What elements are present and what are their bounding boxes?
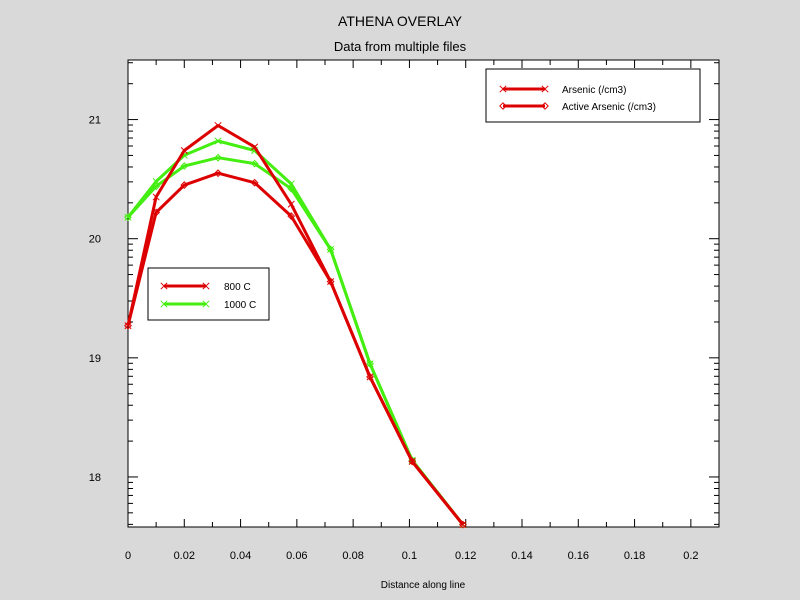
series-layer — [124, 121, 467, 529]
data-point-diamond — [180, 162, 189, 170]
y-tick-label: 20 — [89, 234, 101, 246]
data-point-x — [251, 143, 259, 151]
x-tick-label: 0.08 — [342, 550, 363, 562]
x-tick-label: 0.02 — [174, 550, 195, 562]
data-point-diamond — [214, 153, 222, 162]
series-line-group — [124, 169, 467, 529]
data-point-diamond — [541, 102, 549, 110]
data-point-diamond — [408, 457, 417, 466]
data-point-x — [202, 282, 210, 290]
data-point-x — [214, 121, 222, 130]
data-point-diamond — [124, 213, 132, 222]
y-tick-label: 21 — [89, 115, 101, 127]
data-point-x — [214, 137, 222, 145]
data-point-diamond — [250, 159, 259, 168]
data-point-x — [152, 193, 160, 201]
x-tick-label: 0.04 — [230, 550, 251, 562]
data-point-diamond — [250, 178, 259, 187]
data-point-diamond — [152, 182, 161, 191]
legend-temperature-label: 1000 C — [224, 300, 256, 311]
chart-title: ATHENA OVERLAY — [338, 13, 463, 29]
x-tick-label: 0.2 — [683, 550, 698, 562]
legend-quantity-label: Active Arsenic (/cm3) — [562, 102, 656, 113]
x-tick-label: 0.16 — [568, 550, 589, 562]
x-tick-label: 0.12 — [455, 550, 476, 562]
x-tick-label: 0.14 — [511, 550, 532, 562]
data-point-diamond — [326, 245, 335, 254]
chart-subtitle: Data from multiple files — [334, 39, 467, 54]
data-point-x — [499, 85, 507, 93]
data-point-diamond — [152, 208, 161, 217]
data-point-x — [160, 282, 168, 290]
x-tick-label: 0.06 — [286, 550, 307, 562]
data-point-diamond — [326, 277, 335, 286]
series-line — [126, 171, 465, 526]
data-point-x — [459, 521, 467, 529]
data-point-x — [160, 300, 168, 308]
x-tick-label: 0.1 — [402, 550, 417, 562]
axes: 0 0.02 0.04 0.06 0.08 0.1 0.12 0.14 0.16 0.18 0.2 1… — [89, 60, 720, 562]
legend-quantity-box — [485, 68, 701, 123]
data-point-x — [202, 300, 210, 308]
data-point-diamond — [124, 321, 132, 330]
data-point-x — [180, 146, 188, 155]
x-tick-label: 0.18 — [624, 550, 645, 562]
data-point-diamond — [287, 184, 296, 193]
data-point-diamond — [458, 520, 467, 529]
data-point-x — [541, 85, 549, 93]
data-point-diamond — [499, 102, 507, 110]
legends: Arsenic (/cm3) Active Arsenic (/cm3) 800 C… — [147, 68, 701, 321]
y-tick-label: 19 — [89, 353, 101, 365]
data-point-x — [152, 177, 160, 186]
data-point-diamond — [214, 169, 222, 178]
data-point-diamond — [180, 181, 189, 189]
y-tick-label: 18 — [89, 472, 101, 484]
data-point-diamond — [366, 359, 374, 368]
x-axis-label: Distance along line — [381, 580, 466, 591]
legend-temperature-box — [147, 267, 270, 321]
data-point-diamond — [287, 212, 296, 220]
legend-quantity-label: Arsenic (/cm3) — [562, 85, 626, 96]
x-tick-label: 0 — [125, 550, 131, 562]
legend-temperature-label: 800 C — [224, 282, 251, 293]
data-point-diamond — [366, 372, 374, 381]
data-point-x — [287, 200, 295, 208]
